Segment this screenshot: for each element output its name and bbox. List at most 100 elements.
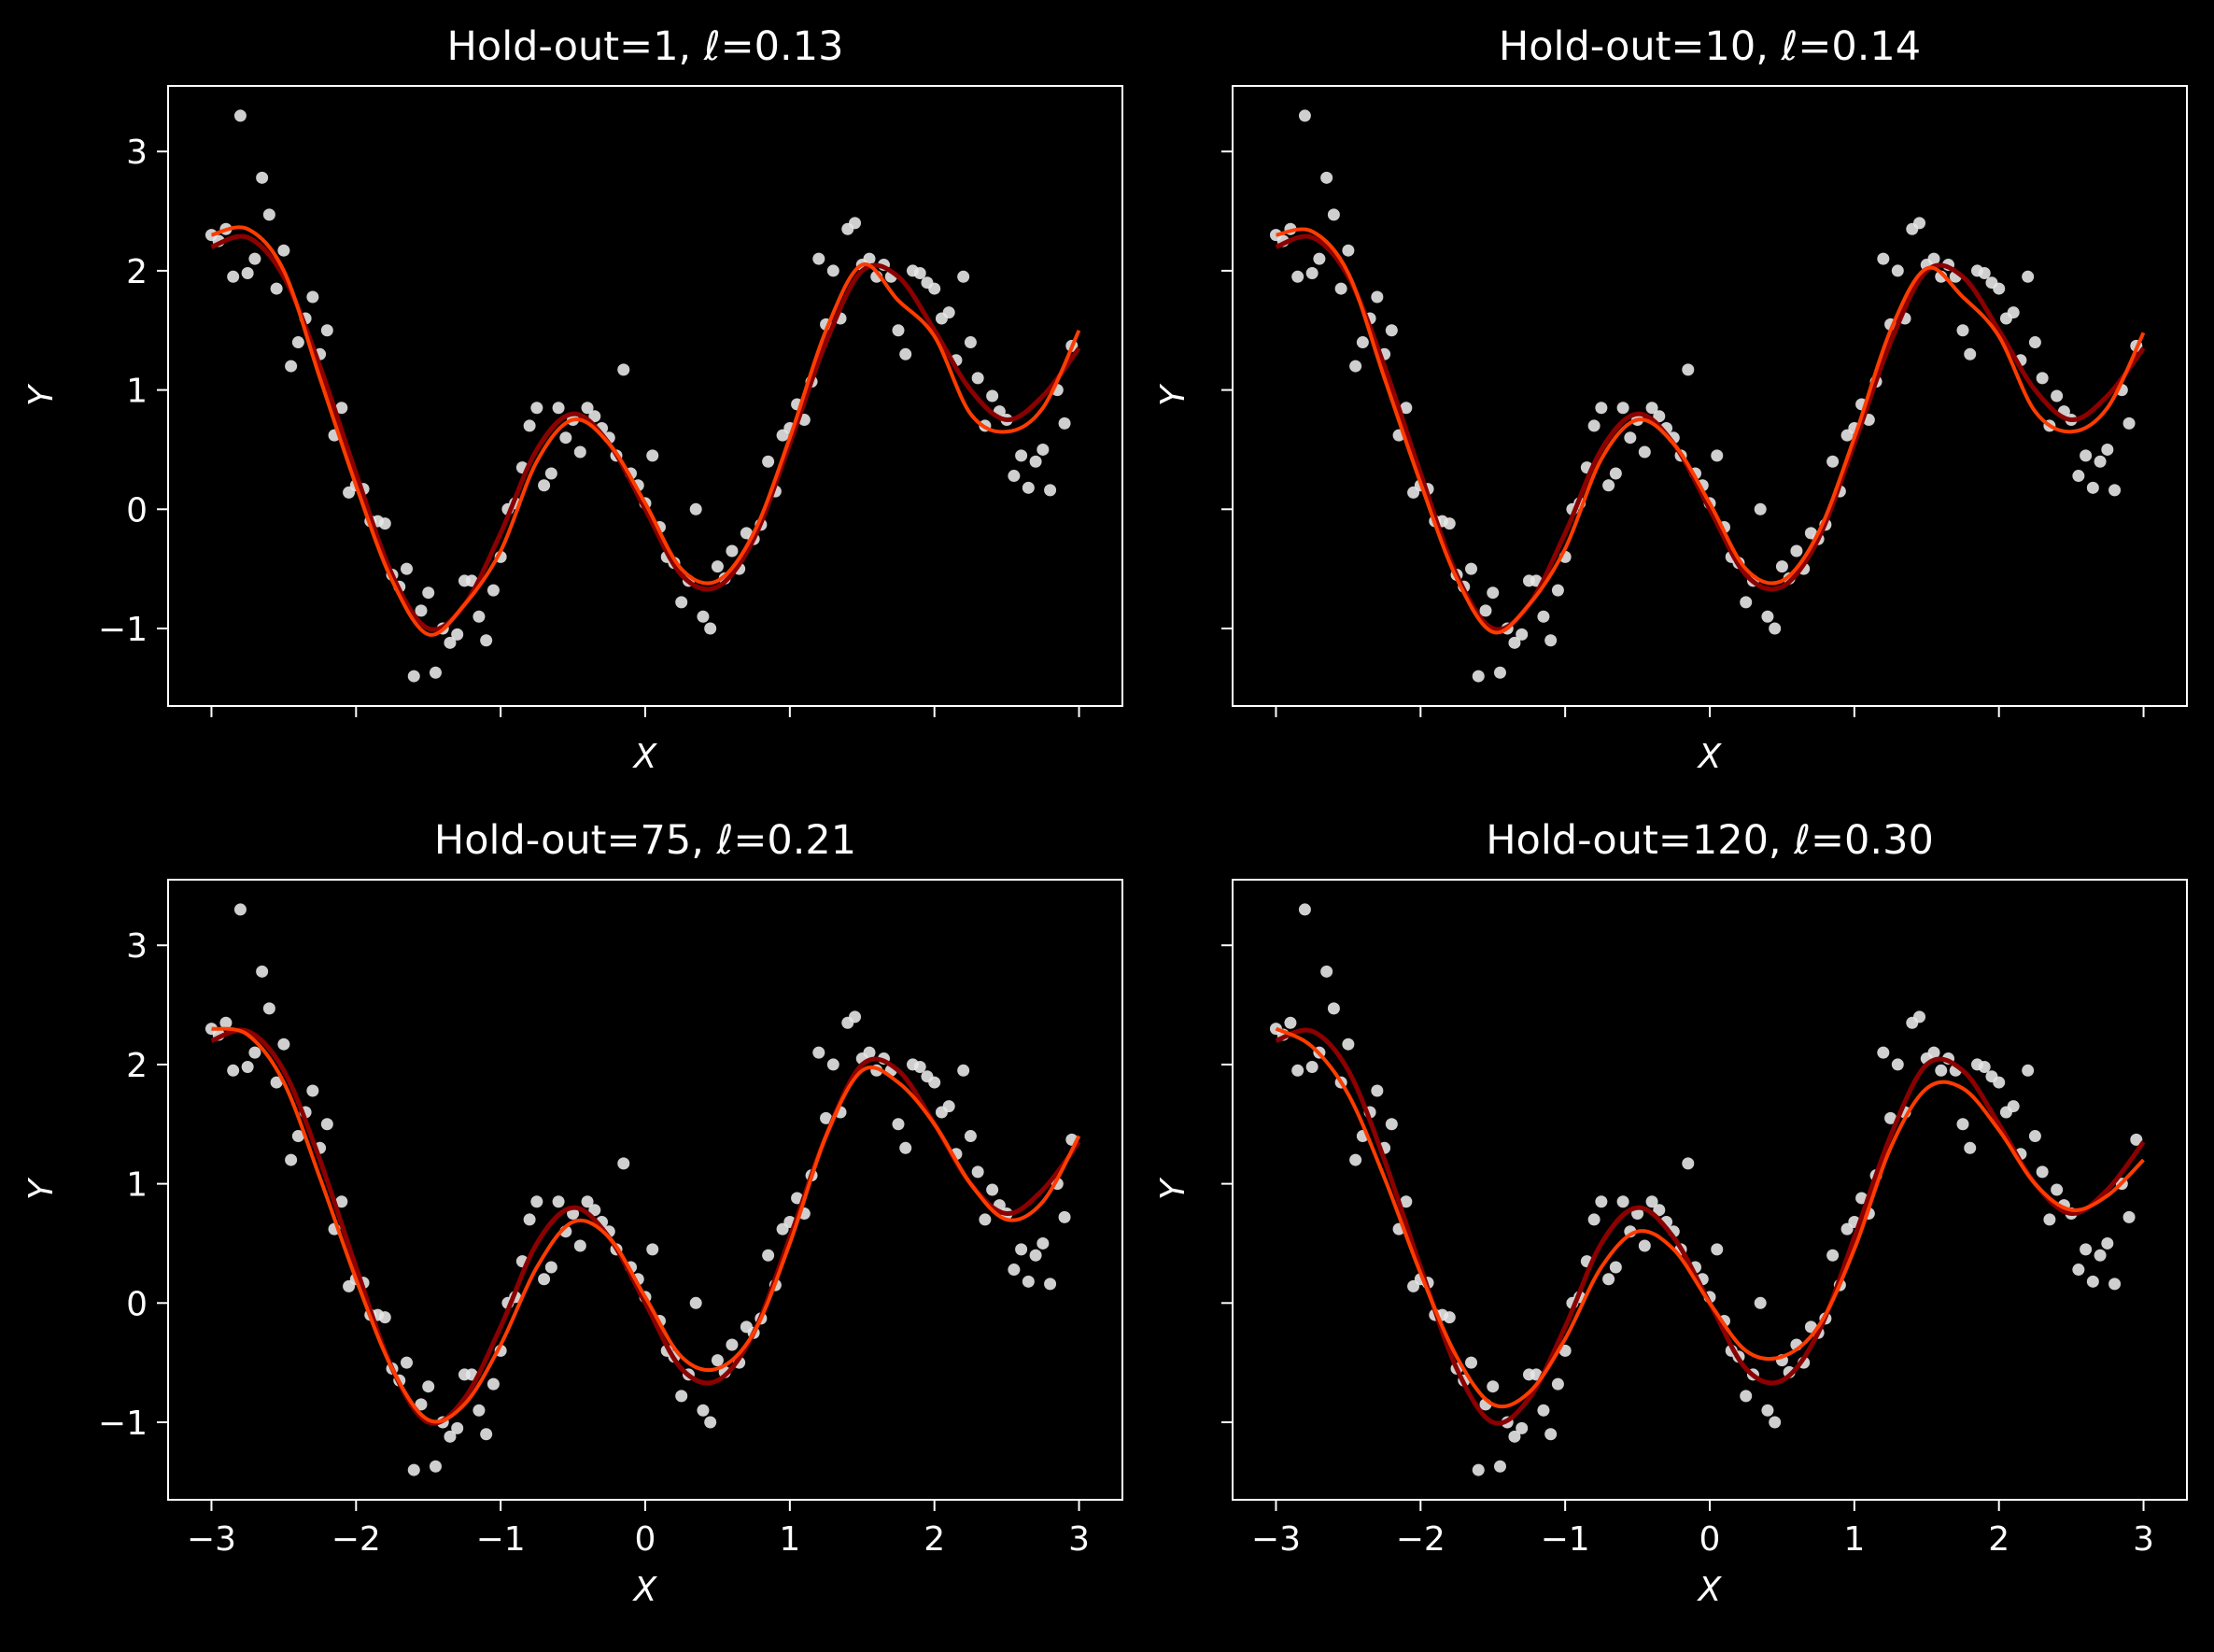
data-point [401,1356,413,1369]
data-point [675,1390,688,1403]
data-point [942,1100,955,1113]
data-point [1913,217,1926,230]
data-point [530,402,543,415]
x-tick-label: −2 [331,1520,381,1559]
data-point [1487,586,1500,600]
data-point [1036,443,1050,456]
data-point [1029,455,1042,468]
data-point [863,1046,876,1059]
data-point [2051,1183,2064,1196]
data-point [697,610,710,623]
x-axis-label: X [1697,738,1723,776]
data-point [262,208,275,221]
data-point [1508,636,1521,649]
plot-area [1269,903,2146,1476]
data-point [2022,1064,2035,1077]
y-axis-label: Y [22,383,61,406]
y-tick-label: 0 [126,491,148,529]
y-tick-label: −1 [98,1405,148,1443]
data-point [1551,1377,1564,1391]
data-point [285,360,298,373]
true-function-line [1275,233,2146,632]
data-point [2080,449,2093,462]
data-point [1602,1273,1615,1286]
y-tick-label: 2 [126,1047,148,1085]
data-point [378,517,391,530]
data-point [957,270,970,283]
data-point [812,1046,825,1059]
data-point [2036,372,2049,385]
data-point [256,171,269,184]
data-point [1305,1060,1319,1073]
data-point [1682,1157,1695,1170]
data-point [675,596,688,609]
data-point [378,1311,391,1324]
subplot-1: Hold-out=1, ℓ=0.13 −1 0 1 2 3 X Y [22,23,1123,776]
data-point [1993,282,2006,295]
data-point [401,562,413,575]
data-point [233,109,247,122]
data-point [1029,1249,1042,1262]
data-point [1769,622,1782,635]
data-point [291,1130,304,1143]
data-point [1298,903,1311,916]
data-point [1891,1058,1904,1071]
data-point [1544,634,1558,647]
data-point [986,389,999,402]
data-point [1544,1428,1558,1441]
x-tick-label: 0 [635,1520,656,1559]
fitted-curve-line [210,225,1081,637]
data-point [1913,1010,1926,1024]
data-point [1058,417,1071,430]
data-point [971,1165,984,1179]
data-point [1964,347,1977,360]
data-point [1595,402,1608,415]
data-point [2108,484,2122,497]
data-point [581,402,594,415]
subplot-title: Hold-out=1, ℓ=0.13 [447,23,844,70]
y-tick-label: −1 [98,611,148,649]
data-point [1015,1243,1028,1256]
x-tick-label: 3 [1068,1520,1090,1559]
data-point [1472,670,1485,683]
data-point [233,903,247,916]
data-point [1487,1380,1500,1393]
data-point [422,1380,435,1393]
data-point [1044,484,1057,497]
data-point [711,1354,724,1367]
data-point [1058,1210,1071,1223]
data-point [812,252,825,265]
data-point [928,282,941,295]
data-point [1537,610,1550,623]
data-point [1465,1356,1477,1369]
data-point [1826,455,1840,468]
x-tick-label: 1 [779,1520,800,1559]
data-point [227,1064,240,1077]
data-point [1400,402,1413,415]
data-point [227,270,240,283]
data-point [588,1204,601,1217]
y-axis-label: Y [1154,1177,1192,1200]
data-point [2072,470,2085,483]
data-point [762,455,775,468]
data-point [523,1213,536,1226]
data-point [1472,1463,1485,1476]
x-axis-label: X [1697,1571,1723,1609]
data-point [689,1296,702,1309]
data-point [306,1084,319,1097]
data-point [1993,1076,2006,1089]
data-point [2101,443,2114,456]
subplot-2: Hold-out=10, ℓ=0.14 X Y [1154,23,2188,776]
data-point [335,1195,348,1208]
data-point [726,1338,739,1351]
data-point [2108,1278,2122,1291]
data-point [523,419,536,432]
data-point [2086,1275,2099,1288]
data-point [277,1038,290,1051]
data-point [2043,1213,2056,1226]
data-point [306,290,319,304]
y-tick-label: 1 [126,1166,148,1205]
data-point [1653,410,1666,423]
data-point [2028,336,2041,349]
data-point [2094,1249,2107,1262]
